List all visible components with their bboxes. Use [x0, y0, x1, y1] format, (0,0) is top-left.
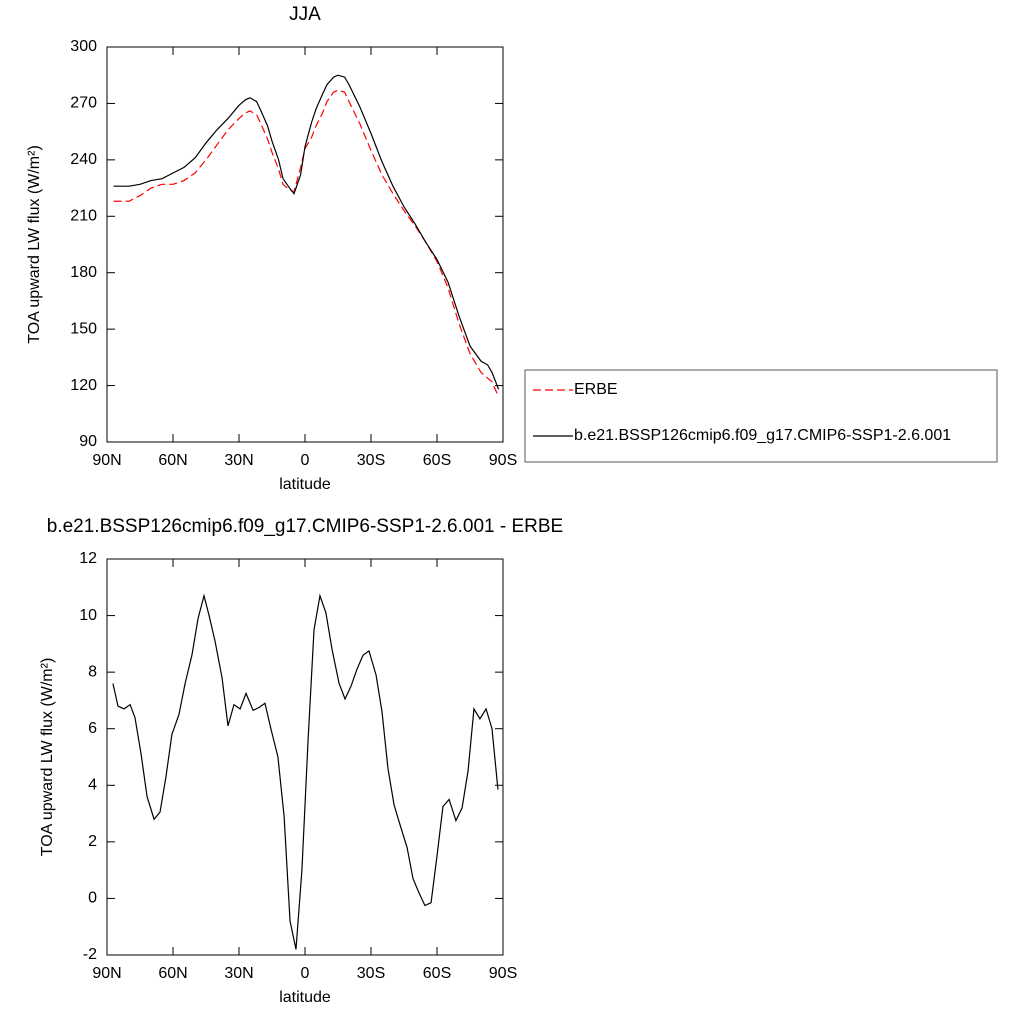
plot-frame — [106, 558, 504, 956]
x-tick-label: 90N — [92, 965, 121, 982]
y-tick-label: 120 — [70, 377, 97, 394]
x-tick-label: 90S — [489, 452, 517, 469]
y-axis-label: TOA upward LW flux (W/m²) — [39, 658, 56, 857]
y-tick-label: 6 — [88, 720, 97, 737]
chart-title: b.e21.BSSP126cmip6.f09_g17.CMIP6-SSP1-2.… — [47, 516, 563, 537]
x-tick-label: 30N — [224, 965, 253, 982]
x-tick-label: 30N — [224, 452, 253, 469]
x-axis-label: latitude — [279, 476, 331, 493]
y-tick-label: 12 — [79, 550, 97, 567]
legend-label: ERBE — [574, 381, 618, 398]
legend-box — [524, 369, 998, 463]
plot-frame — [106, 46, 504, 443]
x-tick-label: 90N — [92, 452, 121, 469]
y-tick-label: 0 — [88, 890, 97, 907]
y-tick-label: 4 — [88, 777, 97, 794]
y-tick-label: 300 — [70, 38, 97, 55]
x-tick-label: 30S — [357, 452, 385, 469]
y-tick-label: 10 — [79, 607, 97, 624]
legend-label: b.e21.BSSP126cmip6.f09_g17.CMIP6-SSP1-2.… — [574, 427, 951, 444]
x-tick-label: 90S — [489, 965, 517, 982]
y-tick-label: -2 — [83, 946, 97, 963]
x-tick-label: 60S — [423, 965, 451, 982]
y-axis-label: TOA upward LW flux (W/m²) — [26, 145, 43, 344]
x-tick-label: 0 — [301, 452, 310, 469]
x-tick-label: 60N — [158, 452, 187, 469]
y-tick-label: 210 — [70, 208, 97, 225]
x-axis-label: latitude — [279, 989, 331, 1006]
data-line — [113, 89, 500, 398]
y-tick-label: 150 — [70, 320, 97, 337]
y-tick-label: 180 — [70, 264, 97, 281]
y-tick-label: 270 — [70, 95, 97, 112]
data-line — [113, 74, 500, 390]
y-tick-label: 8 — [88, 663, 97, 680]
y-tick-label: 240 — [70, 151, 97, 168]
chart-title: JJA — [289, 4, 321, 25]
y-tick-label: 90 — [79, 433, 97, 450]
x-tick-label: 60S — [423, 452, 451, 469]
y-tick-label: 2 — [88, 833, 97, 850]
x-tick-label: 0 — [301, 965, 310, 982]
data-line — [112, 593, 499, 950]
x-tick-label: 30S — [357, 965, 385, 982]
x-tick-label: 60N — [158, 965, 187, 982]
